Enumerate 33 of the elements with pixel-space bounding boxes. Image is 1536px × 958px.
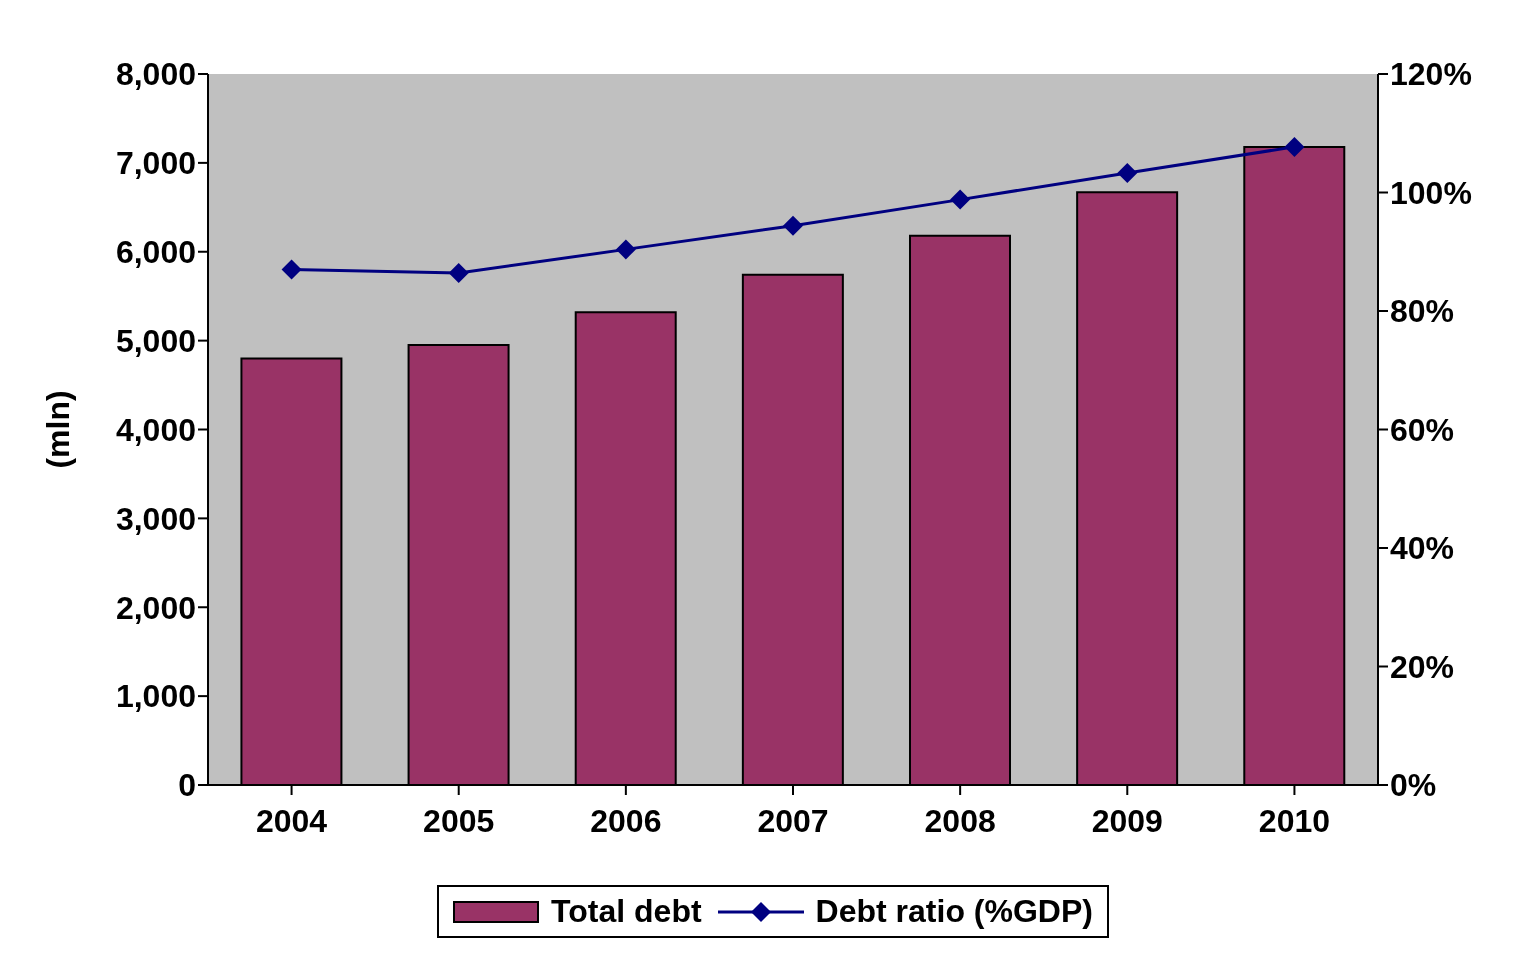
- point: [448, 263, 469, 284]
- y-tick-label: 8,000: [115, 56, 196, 93]
- legend-label: Debt ratio (%GDP): [815, 893, 1093, 930]
- y-tick-label: 0: [178, 767, 196, 804]
- y-tick-label: 7,000: [115, 145, 196, 182]
- point: [615, 239, 636, 260]
- y-tick-label: 3,000: [115, 500, 196, 537]
- x-tick-label: 2010: [1258, 802, 1331, 839]
- x-tick-label: 2005: [423, 802, 495, 839]
- x-tick-label: 2009: [1091, 802, 1163, 839]
- y2-tick-label: 40%: [1390, 530, 1455, 567]
- y-tick-label: 5,000: [115, 322, 196, 359]
- x-tick-label: 2004: [255, 802, 328, 839]
- x-tick-label: 2008: [924, 802, 996, 839]
- y2-tick-label: 20%: [1390, 648, 1455, 685]
- point: [783, 215, 803, 236]
- y-tick-label: 2,000: [115, 589, 196, 626]
- y-tick-label: 1,000: [115, 678, 196, 715]
- point: [1117, 162, 1138, 183]
- y2-tick-label: 60%: [1390, 411, 1455, 448]
- y2-tick-label: 120%: [1390, 56, 1472, 93]
- point: [1284, 136, 1305, 157]
- x-tick-label: 2007: [757, 802, 829, 839]
- y2-tick-label: 100%: [1390, 174, 1472, 211]
- y-tick-label: 6,000: [115, 234, 196, 271]
- y2-tick-label: 0%: [1390, 767, 1437, 804]
- point: [281, 259, 302, 280]
- y-tick-label: 4,000: [115, 411, 196, 448]
- y2-tick-label: 80%: [1390, 293, 1455, 330]
- legend-label: Total debt: [551, 893, 702, 930]
- x-tick-label: 2006: [590, 802, 662, 839]
- point: [950, 189, 971, 210]
- y-axis-title: (mln): [40, 390, 77, 469]
